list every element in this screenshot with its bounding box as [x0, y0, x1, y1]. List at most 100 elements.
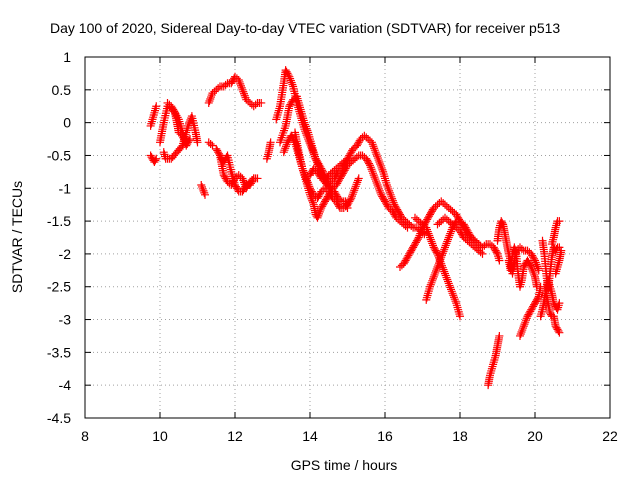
series-track-j: [216, 151, 258, 196]
data-point: [442, 215, 451, 224]
data-point: [448, 289, 457, 298]
data-point: [523, 256, 532, 265]
data-point: [375, 186, 384, 195]
data-point: [495, 256, 504, 265]
data-point: [522, 316, 530, 325]
data-point: [287, 78, 296, 87]
data-point: [426, 233, 434, 242]
data-point: [516, 331, 524, 340]
data-point: [199, 186, 208, 195]
data-point: [524, 310, 533, 319]
data-point: [403, 253, 412, 262]
data-point: [179, 133, 188, 142]
data-point: [306, 185, 315, 194]
data-point: [525, 259, 534, 268]
data-point: [461, 235, 470, 244]
data-point: [403, 223, 412, 232]
data-point: [517, 244, 526, 253]
data-point: [519, 263, 528, 272]
data-point: [437, 217, 446, 226]
data-point: [446, 283, 455, 292]
data-point: [163, 98, 172, 107]
data-point: [315, 207, 324, 216]
data-point: [376, 188, 385, 197]
data-point: [529, 302, 538, 311]
data-point: [347, 194, 356, 203]
data-point: [426, 282, 434, 291]
data-point: [417, 227, 425, 236]
data-point: [197, 180, 206, 189]
data-point: [240, 184, 249, 193]
data-point: [339, 167, 348, 176]
data-point: [320, 199, 329, 208]
data-point: [335, 176, 344, 185]
data-point: [333, 199, 342, 208]
data-point: [281, 144, 290, 153]
data-point: [527, 249, 536, 258]
data-point: [465, 230, 474, 239]
data-point: [321, 177, 329, 186]
data-point: [516, 329, 525, 338]
data-point: [371, 148, 380, 157]
data-point: [522, 314, 531, 323]
data-point: [410, 241, 419, 250]
data-point: [354, 174, 363, 183]
data-point: [446, 229, 455, 238]
data-point: [553, 325, 562, 334]
data-point: [313, 194, 322, 203]
data-point: [433, 200, 442, 209]
series-track-aa: [542, 289, 564, 337]
data-point: [325, 189, 334, 198]
data-point: [456, 312, 464, 321]
data-point: [436, 255, 445, 264]
data-point: [279, 148, 288, 157]
data-point: [283, 69, 292, 78]
data-point: [474, 246, 483, 255]
data-point: [397, 218, 406, 227]
data-point: [450, 293, 458, 302]
data-point: [352, 141, 361, 150]
data-point: [486, 240, 494, 249]
data-point: [336, 161, 344, 170]
data-point: [529, 268, 538, 277]
data-point: [525, 308, 534, 317]
data-point: [402, 254, 411, 263]
data-point: [309, 198, 317, 207]
data-point: [429, 243, 438, 252]
series-track-h: [204, 72, 266, 111]
data-point: [378, 192, 387, 201]
data-point: [377, 163, 386, 172]
data-point: [237, 83, 246, 92]
data-point: [433, 220, 442, 229]
data-point: [150, 158, 159, 167]
data-point: [353, 139, 362, 148]
y-tick-label: -2.5: [47, 279, 71, 295]
data-point: [214, 148, 223, 157]
data-point: [368, 167, 377, 176]
series-track-a: [146, 102, 161, 130]
data-point: [221, 80, 230, 89]
series-track-b: [146, 151, 161, 167]
data-point: [438, 251, 446, 260]
data-point: [372, 150, 381, 159]
data-point: [234, 171, 243, 180]
data-point: [289, 135, 298, 144]
data-point: [389, 198, 398, 207]
data-point: [532, 295, 541, 304]
data-point: [376, 159, 385, 168]
data-point: [184, 119, 193, 128]
data-point: [365, 159, 374, 168]
data-point: [301, 122, 310, 131]
data-point: [440, 245, 449, 254]
data-point: [445, 231, 454, 240]
data-point: [212, 85, 221, 94]
data-point: [326, 190, 335, 199]
data-point: [554, 327, 563, 336]
data-point: [249, 174, 258, 183]
data-point: [219, 82, 228, 91]
data-point: [308, 196, 317, 205]
data-point: [404, 251, 413, 260]
series-track-k: [262, 138, 275, 163]
data-point: [282, 142, 290, 151]
data-point: [298, 164, 307, 173]
